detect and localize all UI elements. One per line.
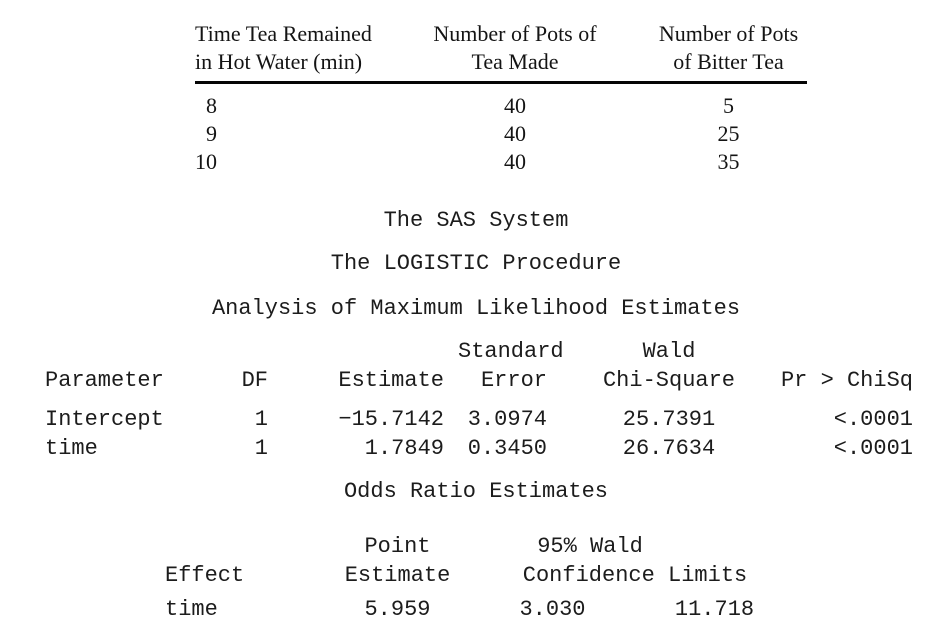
ml-header-error: Error xyxy=(480,368,547,393)
odds-cell-point-estimate: 5.959 xyxy=(265,590,480,624)
odds-header-estimate: Estimate xyxy=(265,561,480,590)
ml-header-standard: Standard xyxy=(444,337,564,366)
odds-ratio-table: Point 95% Wald Effect Estimate Confidenc… xyxy=(165,532,790,624)
ml-cell-chisquare: 25.7391 xyxy=(547,395,747,434)
tea-cell-pots-made: 40 xyxy=(504,149,526,174)
ml-header-wald: Wald xyxy=(547,337,747,366)
tea-col1-header-line2: in Hot Water (min) xyxy=(195,49,363,74)
tea-col1-header-line1: Time Tea Remained xyxy=(195,21,372,46)
tea-col3-header: Number of Pots of Bitter Tea xyxy=(610,20,807,84)
ml-cell-estimate: −15.7142 xyxy=(338,407,444,432)
tea-col2-header-line2: Tea Made xyxy=(471,49,559,74)
odds-ci-upper-value: 11.718 xyxy=(674,597,755,622)
tea-data-table: Time Tea Remained in Hot Water (min) Num… xyxy=(195,20,807,176)
ml-header-standard-label: Standard xyxy=(458,339,564,364)
tea-col2-header-line1: Number of Pots of xyxy=(433,21,597,46)
ml-cell-parameter: Intercept xyxy=(45,407,164,432)
tea-cell-pots-bitter: 5 xyxy=(610,83,807,121)
odds-cell-effect: time xyxy=(165,597,218,622)
odds-header-95wald-label: 95% Wald xyxy=(537,534,643,559)
odds-cell-ci-lower: 3.030 xyxy=(519,597,586,622)
odds-header-estimate-label: Estimate xyxy=(344,563,451,588)
ml-cell-pvalue: <.0001 xyxy=(833,407,913,432)
ml-header-wald-label: Wald xyxy=(642,339,696,364)
odds-header-confidence-limits: Confidence Limits xyxy=(522,563,748,588)
ml-cell-stderr: 0.3450 xyxy=(467,436,547,461)
tea-col2-header: Number of Pots of Tea Made xyxy=(420,20,610,84)
ml-cell-estimate: 1.7849 xyxy=(364,436,444,461)
tea-table-row: 9 40 25 xyxy=(195,120,807,148)
odds-header-spacer xyxy=(165,532,265,561)
odds-header-point: Point xyxy=(265,532,480,561)
tea-cell-time: 8 xyxy=(195,83,420,121)
tea-header-row: Time Tea Remained in Hot Water (min) Num… xyxy=(195,20,807,84)
tea-value: 8 xyxy=(206,93,217,118)
tea-value: 10 xyxy=(195,149,217,174)
ml-cell-stderr: 3.0974 xyxy=(467,407,547,432)
tea-value: 25 xyxy=(717,121,740,146)
odds-header-top-row: Point 95% Wald xyxy=(165,532,790,561)
ml-header-prchisq: Pr > ChiSq xyxy=(780,368,913,393)
ml-header-chisquare-label: Chi-Square xyxy=(602,368,736,393)
tea-value: 9 xyxy=(206,121,217,146)
ml-cell-pvalue: <.0001 xyxy=(833,436,913,461)
tea-cell-time: 9 xyxy=(195,120,420,148)
ml-header-df: DF xyxy=(241,368,268,393)
odds-ratio-title: Odds Ratio Estimates xyxy=(343,479,609,504)
tea-col3-header-line2: of Bitter Tea xyxy=(673,49,784,74)
ml-cell-chisquare: 26.7634 xyxy=(547,434,747,463)
ml-estimates-table: Standard Wald Parameter DF Estimate Erro… xyxy=(45,337,913,463)
tea-cell-time: 10 xyxy=(195,148,420,176)
tea-col3-header-line1: Number of Pots xyxy=(658,21,799,46)
ml-header-spacer xyxy=(747,337,913,366)
ml-cell-df: 1 xyxy=(254,407,268,432)
ml-table-row: Intercept 1 −15.7142 3.0974 25.7391 <.00… xyxy=(45,395,913,434)
ml-cell-chisquare-value: 26.7634 xyxy=(622,436,716,461)
ml-header-parameter: Parameter xyxy=(45,368,164,393)
tea-cell-pots-made: 40 xyxy=(504,93,526,118)
odds-header-95wald: 95% Wald xyxy=(480,532,790,561)
tea-cell-pots-made: 40 xyxy=(504,121,526,146)
odds-header-row: Effect Estimate Confidence Limits xyxy=(165,561,790,590)
odds-header-effect: Effect xyxy=(165,563,245,588)
tea-table-row: 10 40 35 xyxy=(195,148,807,176)
ml-header-row: Parameter DF Estimate Error Chi-Square P… xyxy=(45,366,913,395)
tea-table-row: 8 40 5 xyxy=(195,83,807,121)
ml-estimates-title: Analysis of Maximum Likelihood Estimates xyxy=(211,296,741,321)
ml-header-top-row: Standard Wald xyxy=(45,337,913,366)
ml-header-spacer xyxy=(268,337,444,366)
odds-table-row: time 5.959 3.030 11.718 xyxy=(165,590,790,624)
ml-table-row: time 1 1.7849 0.3450 26.7634 <.0001 xyxy=(45,434,913,463)
ml-header-chisquare: Chi-Square xyxy=(547,366,747,395)
ml-header-estimate: Estimate xyxy=(338,368,444,393)
tea-col1-header: Time Tea Remained in Hot Water (min) xyxy=(195,20,420,84)
odds-header-point-label: Point xyxy=(364,534,431,559)
ml-cell-parameter: time xyxy=(45,436,98,461)
tea-value: 35 xyxy=(717,149,740,174)
logistic-procedure-title: The LOGISTIC Procedure xyxy=(330,251,622,276)
tea-value: 5 xyxy=(723,93,734,118)
tea-cell-pots-bitter: 25 xyxy=(610,120,807,148)
ml-header-spacer xyxy=(45,337,215,366)
odds-cell-ci-upper: 11.718 xyxy=(625,590,790,624)
odds-point-estimate-value: 5.959 xyxy=(364,597,431,622)
sas-system-title: The SAS System xyxy=(383,208,569,233)
ml-header-spacer xyxy=(215,337,268,366)
ml-cell-chisquare-value: 25.7391 xyxy=(622,407,716,432)
ml-cell-df: 1 xyxy=(254,436,268,461)
tea-cell-pots-bitter: 35 xyxy=(610,148,807,176)
